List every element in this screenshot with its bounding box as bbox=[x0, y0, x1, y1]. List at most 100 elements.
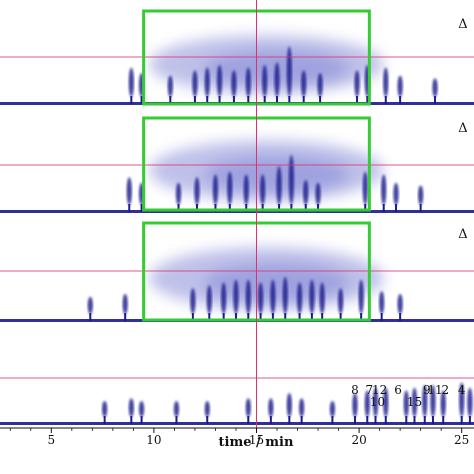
peak bbox=[383, 387, 389, 417]
peak bbox=[204, 400, 210, 417]
peak bbox=[309, 279, 315, 314]
baseline-band bbox=[0, 422, 474, 425]
peak bbox=[212, 174, 219, 206]
peak-stem bbox=[175, 416, 178, 424]
peak bbox=[301, 70, 307, 97]
peak-stem bbox=[140, 416, 143, 424]
peak-stem bbox=[206, 96, 209, 104]
peak-stem bbox=[214, 204, 217, 212]
peak-stem bbox=[269, 416, 272, 424]
peak bbox=[364, 390, 370, 417]
peak-stem bbox=[364, 204, 367, 212]
peak bbox=[262, 64, 268, 97]
peak bbox=[245, 279, 251, 314]
panel-group bbox=[0, 35, 474, 425]
peak-stem bbox=[460, 416, 463, 424]
peak bbox=[383, 67, 389, 97]
peak bbox=[257, 282, 264, 314]
peak bbox=[329, 400, 336, 417]
peak-stem bbox=[399, 96, 402, 104]
peak-stem bbox=[130, 96, 133, 104]
peak-stem bbox=[374, 416, 377, 424]
peak bbox=[221, 282, 227, 314]
peak-stem bbox=[276, 96, 279, 104]
peak-number-label: 12 bbox=[372, 383, 387, 397]
panel-1 bbox=[0, 35, 474, 105]
peak bbox=[381, 174, 387, 206]
peak bbox=[354, 70, 360, 97]
peak-stem bbox=[128, 204, 131, 212]
peak bbox=[430, 384, 436, 417]
peak bbox=[288, 155, 294, 205]
peak bbox=[459, 382, 465, 417]
peak bbox=[319, 282, 325, 314]
peak-stem bbox=[247, 313, 250, 321]
peak-number-label: 8 bbox=[351, 383, 359, 397]
peak-number-label: 2 bbox=[441, 383, 449, 397]
peak-stem bbox=[263, 96, 266, 104]
peak bbox=[175, 182, 182, 205]
peak bbox=[393, 182, 399, 205]
delta-marker: Δ bbox=[458, 227, 467, 242]
peak-stem bbox=[353, 416, 356, 424]
panel-4 bbox=[0, 382, 474, 425]
peak-stem bbox=[191, 313, 194, 321]
peak bbox=[422, 384, 428, 417]
peak-stem bbox=[317, 204, 320, 212]
peak-stem bbox=[304, 204, 307, 212]
peak-stem bbox=[321, 313, 324, 321]
peak-stem bbox=[366, 96, 369, 104]
peak-stem bbox=[124, 313, 127, 321]
x-tick-label: 5 bbox=[47, 433, 55, 447]
delta-marker: Δ bbox=[458, 121, 467, 136]
peak-stem bbox=[169, 96, 172, 104]
peak-number-label: 7 bbox=[366, 383, 374, 397]
peak-number-label: 15 bbox=[407, 395, 422, 409]
peak bbox=[128, 67, 134, 97]
panel-2 bbox=[0, 140, 474, 213]
peak-stem bbox=[419, 204, 422, 212]
peak bbox=[102, 400, 108, 417]
panel-3 bbox=[0, 247, 474, 322]
x-tick-label: 20 bbox=[351, 433, 366, 447]
peak bbox=[296, 282, 303, 314]
peak bbox=[192, 70, 198, 97]
peak bbox=[418, 185, 424, 205]
peak bbox=[379, 291, 385, 314]
peak bbox=[372, 387, 379, 417]
peak bbox=[126, 177, 132, 205]
peak bbox=[362, 171, 368, 206]
peak bbox=[270, 279, 276, 314]
peak bbox=[274, 62, 280, 97]
x-tick-label: 25 bbox=[454, 433, 469, 447]
peak-stem bbox=[278, 204, 281, 212]
peak bbox=[233, 279, 239, 314]
peak bbox=[352, 392, 358, 417]
peak bbox=[245, 398, 251, 417]
x-axis-ticks: 5 10 15 20 25 bbox=[9, 428, 469, 447]
peak-stem bbox=[356, 96, 359, 104]
peak bbox=[467, 387, 473, 417]
peak-stem bbox=[284, 313, 287, 321]
peak-stem bbox=[405, 416, 408, 424]
peak-stem bbox=[319, 96, 322, 104]
peak-stem bbox=[290, 204, 293, 212]
peak bbox=[167, 75, 173, 97]
peak bbox=[358, 279, 364, 314]
peak-stem bbox=[434, 96, 437, 104]
peak-stem bbox=[366, 416, 369, 424]
peak-stem bbox=[245, 204, 248, 212]
peak-stem bbox=[261, 204, 264, 212]
peak-stem bbox=[442, 416, 445, 424]
peak bbox=[397, 293, 403, 314]
peak-stem bbox=[384, 96, 387, 104]
peak-stem bbox=[380, 313, 383, 321]
peak-stem bbox=[103, 416, 106, 424]
peak-number-label: 4 bbox=[458, 383, 466, 397]
peak-number-label: 11 bbox=[427, 383, 442, 397]
peak-stem bbox=[423, 416, 426, 424]
peak bbox=[206, 285, 212, 315]
peak-stem bbox=[218, 96, 221, 104]
